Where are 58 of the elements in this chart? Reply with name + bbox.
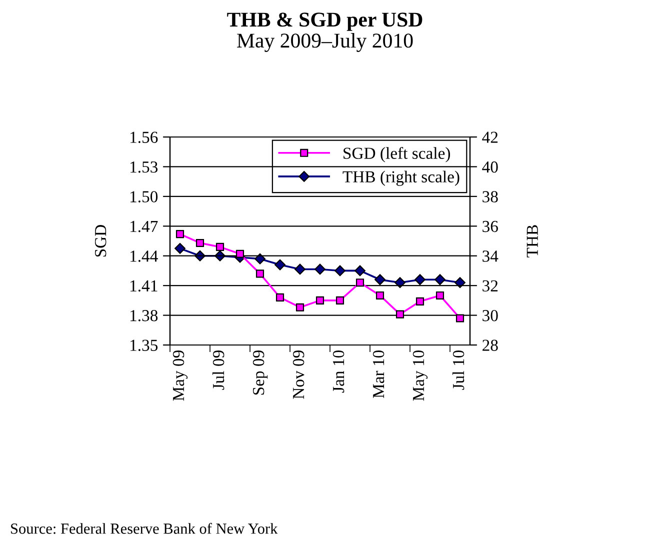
point (174, 242, 186, 254)
point (414, 274, 426, 286)
point (274, 259, 286, 270)
y-tick-label: 1.50 (130, 191, 158, 202)
point (296, 303, 304, 312)
point (356, 278, 364, 287)
y2-tick-label: 28 (482, 340, 498, 351)
y2-tick-label: 30 (482, 310, 498, 322)
y2-tick-label: 42 (482, 132, 498, 143)
x-tick-label: Sep 09 (252, 350, 268, 395)
x-tick-label: Nov 09 (292, 350, 304, 399)
point (254, 253, 266, 264)
point (256, 270, 264, 278)
y2-tick-label: 40 (482, 161, 498, 173)
point (216, 242, 224, 251)
y-axis-title: SGD (94, 224, 106, 257)
legend-label: SGD (left scale) (344, 147, 450, 162)
x-tick-label: Jan 10 (332, 350, 344, 393)
point (456, 314, 464, 322)
x-tick-label: May 10 (412, 350, 428, 401)
point (196, 238, 204, 248)
point (354, 265, 366, 276)
point (276, 293, 284, 302)
y-tick-label: 1.56 (130, 132, 158, 144)
chart-subtitle: May 2009–July 2010 (237, 33, 413, 52)
point (334, 265, 346, 276)
legend-label: THB (right scale) (342, 170, 460, 186)
point (396, 310, 404, 318)
point (436, 291, 444, 300)
point (314, 264, 326, 275)
y2-tick-label: 38 (482, 191, 498, 202)
point (236, 250, 244, 258)
y-tick-label: 1.38 (130, 310, 158, 322)
x-tick-label: Jul 09 (212, 350, 224, 390)
y2-tick-label: 34 (482, 250, 498, 262)
point (336, 296, 344, 304)
source-note: Source: Federal Reserve Bank of New York (11, 522, 278, 534)
point (176, 230, 184, 238)
point (316, 296, 324, 304)
point (416, 297, 424, 306)
y-tick-label: 1.47 (130, 220, 158, 232)
y-tick-label: 1.41 (130, 280, 158, 292)
y2-tick-label: 32 (482, 280, 498, 292)
point (434, 274, 446, 286)
x-tick-label: Mar 10 (372, 350, 384, 398)
y-tick-label: 1.44 (130, 250, 158, 262)
point (376, 291, 384, 300)
point (394, 277, 406, 288)
chart-title: THB & SGD per USD (227, 12, 422, 31)
y2-tick-label: 36 (482, 220, 498, 232)
y-tick-label: 1.35 (130, 340, 158, 352)
point (454, 277, 466, 288)
y-tick-label: 1.53 (130, 161, 158, 173)
x-tick-label: Jul 10 (452, 350, 464, 390)
point (374, 274, 386, 286)
x-tick-label: May 09 (172, 350, 188, 401)
point (294, 264, 306, 275)
y2-axis-title: THB (526, 225, 538, 258)
